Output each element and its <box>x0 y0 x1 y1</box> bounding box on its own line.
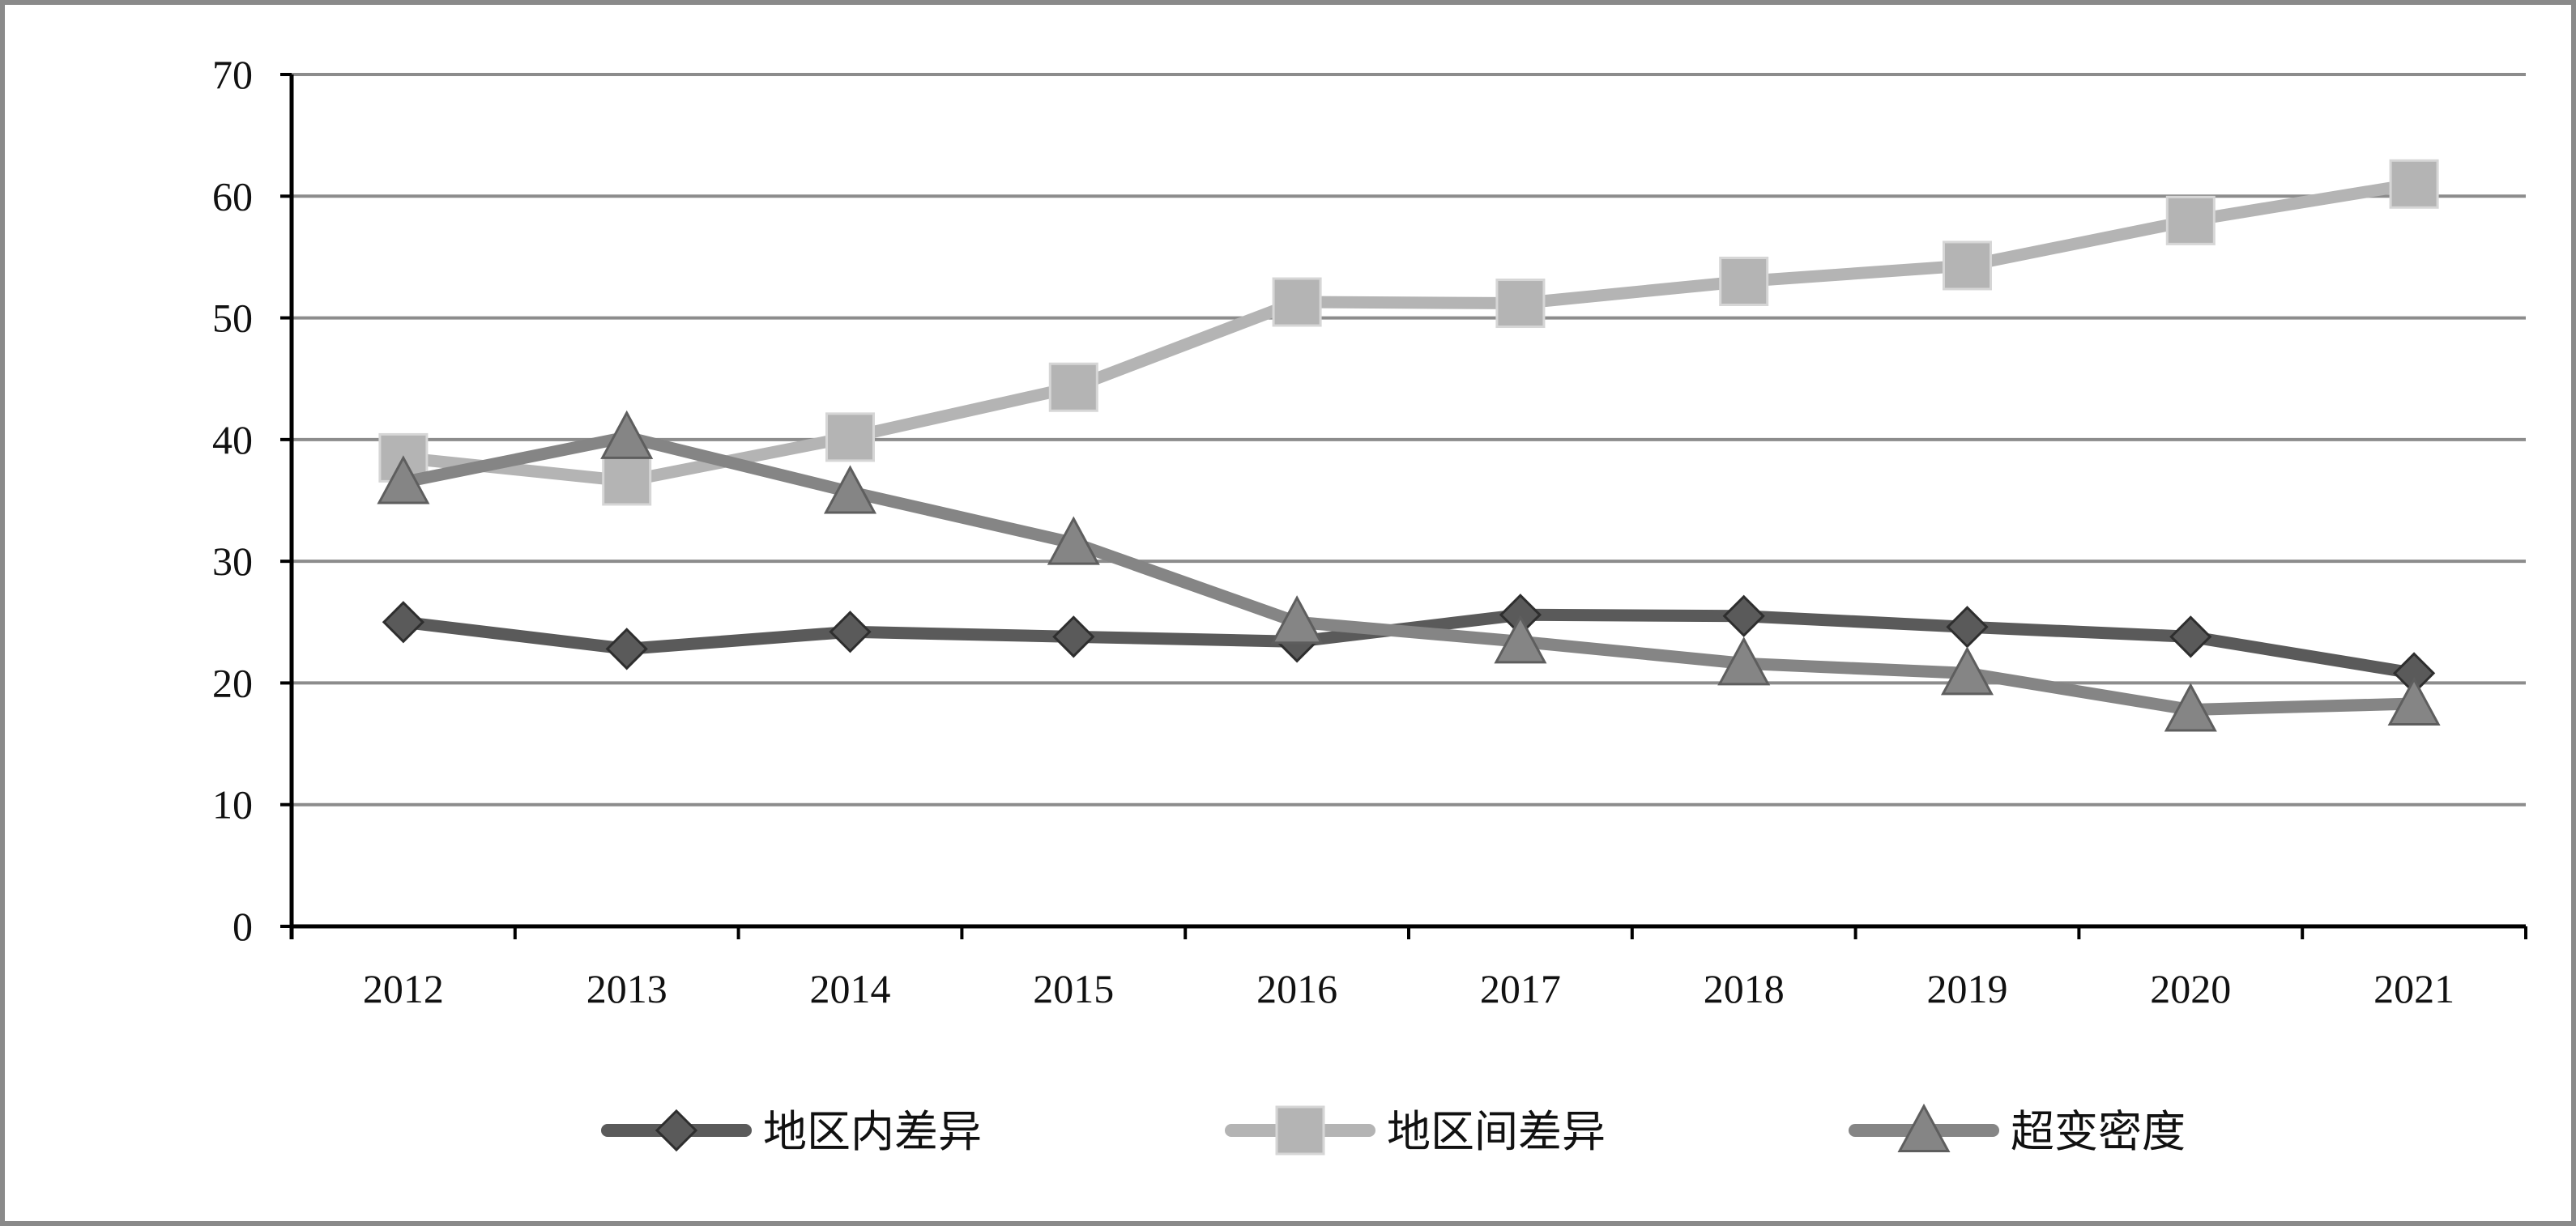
legend: 地区内差异 地区间差异 超变密度 <box>601 1103 2186 1157</box>
data-point <box>1943 240 1992 291</box>
gridlines <box>292 73 2526 807</box>
x-tick-label: 2020 <box>2150 966 2231 1011</box>
legend-label: 地区内差异 <box>763 1106 982 1157</box>
data-point <box>1717 636 1771 686</box>
data-point <box>605 628 648 670</box>
data-point <box>1722 594 1765 637</box>
data-point <box>1940 646 1994 696</box>
data-point <box>1052 615 1095 658</box>
legend-marker <box>655 1109 698 1152</box>
series-3 <box>377 410 2441 732</box>
legend-item-3: 超变密度 <box>1849 1103 2186 1157</box>
x-tick-label: 2017 <box>1480 966 1561 1011</box>
legend-label: 超变密度 <box>2011 1106 2186 1157</box>
data-point <box>2164 683 2217 732</box>
x-tick-label: 2018 <box>1704 966 1785 1011</box>
legend-item-1: 地区内差异 <box>601 1106 982 1157</box>
legend-marker <box>1275 1105 1325 1156</box>
x-tick-label: 2014 <box>810 966 891 1011</box>
y-tick-label: 20 <box>212 660 253 705</box>
x-tick-label: 2015 <box>1033 966 1114 1011</box>
data-point <box>1719 256 1769 306</box>
y-tick-label: 60 <box>212 173 253 219</box>
data-point <box>1494 615 1547 664</box>
x-tick-label: 2012 <box>363 966 444 1011</box>
data-point <box>377 455 430 504</box>
x-tick-label: 2021 <box>2373 966 2454 1011</box>
x-tick-label: 2013 <box>586 966 667 1011</box>
data-point <box>829 611 872 653</box>
data-point <box>1047 516 1100 565</box>
data-point <box>382 601 425 644</box>
data-point <box>1270 595 1324 645</box>
data-point <box>825 412 875 462</box>
data-point <box>1048 362 1098 412</box>
legend-item-2: 地区间差异 <box>1225 1105 1606 1157</box>
data-point <box>2387 676 2441 726</box>
series-lines <box>377 159 2441 732</box>
series-line <box>397 431 2420 716</box>
data-point <box>1272 277 1322 327</box>
data-point <box>823 465 877 514</box>
y-tick-label: 30 <box>212 538 253 584</box>
x-tick-label: 2019 <box>1927 966 2008 1011</box>
axes: 0 10 20 30 40 50 60 70 2012 2013 2014 2015 2016 2017 2… <box>212 52 2527 1011</box>
data-point <box>2165 195 2216 245</box>
data-point <box>600 410 654 459</box>
y-tick-label: 0 <box>232 904 253 949</box>
data-point <box>1495 279 1546 329</box>
y-tick-label: 70 <box>212 52 253 97</box>
data-point <box>2389 159 2439 209</box>
data-point <box>2169 615 2212 658</box>
y-tick-label: 10 <box>212 782 253 828</box>
x-tick-label: 2016 <box>1256 966 1337 1011</box>
data-point <box>602 456 652 506</box>
legend-marker <box>1897 1103 1951 1152</box>
y-tick-label: 40 <box>212 417 253 462</box>
legend-label: 地区间差异 <box>1387 1106 1606 1157</box>
y-tick-label: 50 <box>212 296 253 341</box>
